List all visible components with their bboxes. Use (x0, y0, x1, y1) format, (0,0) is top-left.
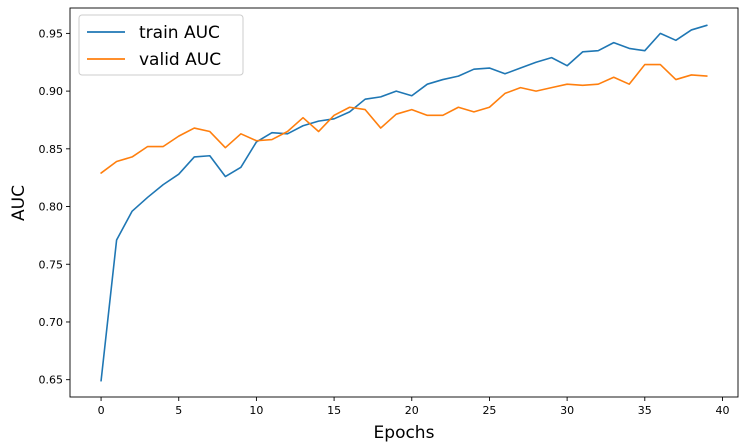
y-tick-label: 0.85 (39, 143, 64, 156)
series-line-train-auc (100, 24, 708, 382)
x-tick-label: 0 (98, 404, 105, 417)
y-axis-title: AUC (9, 185, 29, 221)
legend-label-train-auc: train AUC (139, 23, 220, 43)
x-tick-label: 15 (327, 404, 341, 417)
y-tick-label: 0.70 (39, 316, 64, 329)
x-tick-label: 20 (405, 404, 419, 417)
y-tick-label: 0.95 (39, 27, 64, 40)
x-tick-label: 30 (560, 404, 574, 417)
y-tick-label: 0.65 (39, 374, 64, 387)
legend-box (78, 14, 244, 76)
x-tick-label: 35 (638, 404, 652, 417)
x-tick-label: 25 (482, 404, 496, 417)
x-tick-label: 5 (175, 404, 182, 417)
y-tick-label: 0.90 (39, 85, 64, 98)
x-tick-label: 10 (249, 404, 263, 417)
axes-frame (69, 7, 739, 398)
x-tick-label: 40 (715, 404, 729, 417)
x-axis-title: Epochs (374, 423, 435, 443)
series-line-valid-auc (100, 63, 708, 174)
legend-label-valid-auc: valid AUC (139, 50, 221, 70)
y-tick-label: 0.80 (39, 201, 64, 214)
y-tick-label: 0.75 (39, 258, 64, 271)
